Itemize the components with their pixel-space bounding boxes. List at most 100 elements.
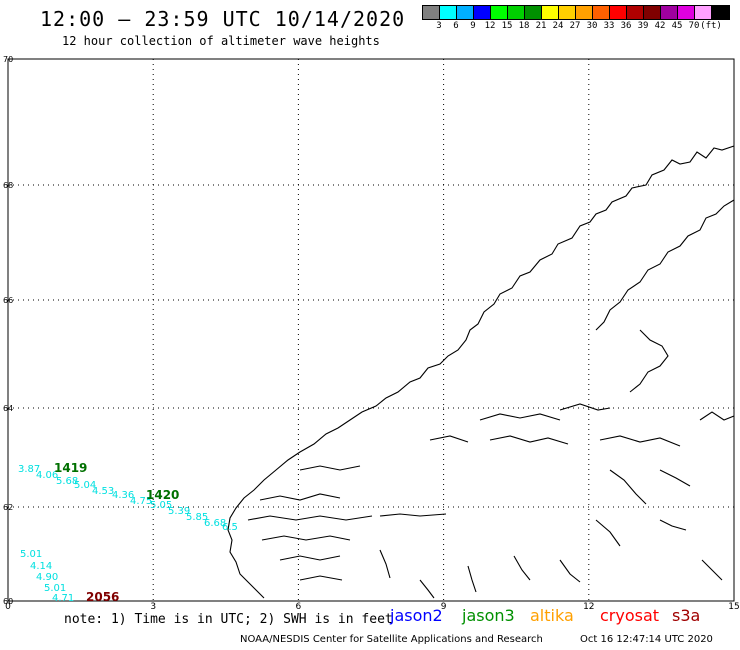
page-title: 12:00 — 23:59 UTC 10/14/2020 [40,7,406,31]
lon-tick-label: 0 [5,602,11,612]
coastline-segment [419,579,435,599]
color-scale-bar [422,5,730,20]
map-frame [7,58,735,602]
scale-swatch [559,6,576,19]
legend-item-jason3: jason3 [462,606,515,625]
scale-label: 33 [603,21,615,31]
scale-label: 18 [518,21,530,31]
wave-height-value: 3.87 [18,464,40,475]
coastline-segment [247,515,373,521]
coastline-segment [659,469,691,487]
wave-height-value: 5.85 [186,512,208,523]
scale-label: 12 [484,21,496,31]
scale-label: 3 [436,21,442,31]
scale-swatch [457,6,474,19]
lat-tick-label: 66 [3,296,13,305]
scale-swatch [610,6,627,19]
coastline-segment [261,535,351,541]
lat-tick-label: 60 [3,597,13,606]
lat-tick-label: 64 [3,404,13,413]
wave-height-value: 4.53 [92,486,114,497]
scale-swatch [644,6,661,19]
coastline-segment [489,435,569,445]
footer-credit: NOAA/NESDIS Center for Satellite Applica… [240,634,543,645]
wave-height-value: 4.14 [30,561,52,572]
scale-label: 21 [535,21,547,31]
scale-label: 45 [671,21,683,31]
lat-tick-label: 62 [3,503,13,512]
wave-height-value: 4.75 [130,496,152,507]
altimeter-observations: 3.874.065.685.044.534.364.755.055.395.85… [18,461,238,604]
scale-swatch [576,6,593,19]
scale-label: 39 [637,21,649,31]
scale-label: 15 [501,21,513,31]
pass-time-label: 2056 [86,590,119,604]
wave-height-value: 6.5 [222,522,238,533]
scale-swatch [661,6,678,19]
coastline-segment [379,549,391,579]
coastline-segment [559,403,611,411]
coastline-segment [379,513,447,517]
coastline-segment [279,555,341,561]
scale-label: 70 [688,21,700,31]
scale-swatch [695,6,712,19]
wave-height-value: 4.71 [52,593,74,604]
coastline-segment [259,493,341,501]
coastline-segment [659,519,687,531]
scale-swatch [423,6,440,19]
legend-item-altika: altika [530,606,574,625]
lat-tick-label: 70 [3,55,13,64]
coastline-segment [609,469,647,505]
scale-swatch [491,6,508,19]
lon-tick-label: 15 [728,602,739,612]
wave-height-value: 4.36 [112,490,134,501]
page-subtitle: 12 hour collection of altimeter wave hei… [62,34,380,48]
coastline-segment [699,411,735,421]
wave-height-value: 5.05 [150,500,172,511]
scale-swatch [508,6,525,19]
scale-label: 42 [654,21,666,31]
scale-swatch [712,6,729,19]
scale-swatch [593,6,610,19]
coastline-segment [629,329,669,393]
scale-label: 36 [620,21,632,31]
scale-label: 24 [552,21,564,31]
coastline-segment [595,519,621,547]
wave-height-value: 5.68 [56,476,78,487]
coastline-segment [227,145,735,599]
wave-height-value: 5.01 [44,583,66,594]
coastline-segment [595,199,735,331]
map-grid [8,59,734,601]
scale-label: 6 [453,21,459,31]
coastline-segment [479,413,561,421]
scale-swatch [542,6,559,19]
scale-label: 9 [470,21,476,31]
coastline-segment [513,555,531,581]
coastline-segment [429,435,469,443]
note-text: note: 1) Time is in UTC; 2) SWH is in fe… [64,612,393,627]
legend-item-s3a: s3a [672,606,701,625]
wave-height-value: 4.90 [36,572,58,583]
lon-tick-label: 6 [296,602,302,612]
coastline-segment [299,575,343,581]
wave-height-value: 5.01 [20,549,42,560]
coastline [227,145,735,599]
coastline-segment [299,465,361,471]
axis-ticks: 0 3 6 9 12 15 70 68 66 64 62 60 [3,55,740,612]
scale-label: (ft) [700,21,722,31]
scale-label: 27 [569,21,581,31]
wave-height-value: 4.06 [36,470,58,481]
coastline-segment [559,559,581,583]
pass-time-label: 1420 [146,488,179,502]
scale-swatch [440,6,457,19]
footer-timestamp: Oct 16 12:47:14 UTC 2020 [580,634,713,645]
scale-label: 30 [586,21,598,31]
scale-swatch [678,6,695,19]
legend-item-jason2: jason2 [390,606,443,625]
coastline-segment [599,435,681,447]
lon-tick-label: 3 [150,602,156,612]
scale-swatch [627,6,644,19]
coastline-segment [701,559,723,581]
wave-height-value: 6.68 [204,518,226,529]
